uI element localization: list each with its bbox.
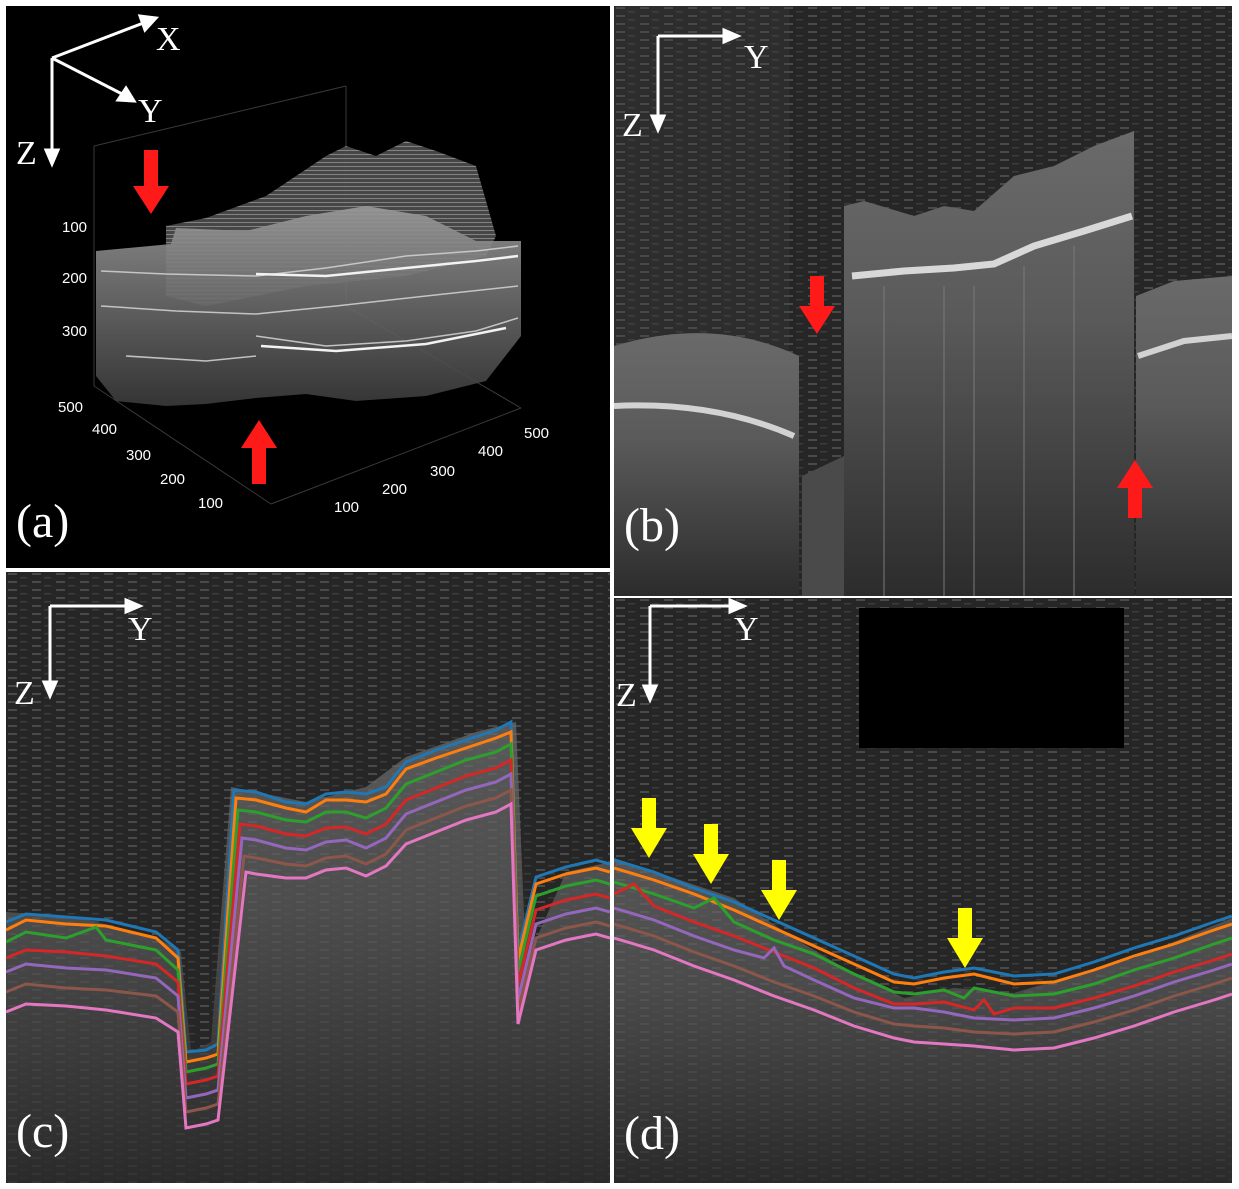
red-arrow-down-icon	[133, 150, 169, 214]
z-tick-100: 100	[62, 219, 87, 236]
axis-x-label: X	[156, 21, 181, 58]
axis-triad-b	[649, 27, 742, 134]
y-tick-400: 400	[92, 421, 117, 438]
bscan-image-b: Y Z	[614, 6, 1232, 596]
panel-c-bscan-segmented: Y Z (c)	[6, 572, 610, 1183]
axis-z-label-b: Z	[622, 107, 643, 144]
yellow-arrows	[631, 798, 983, 968]
red-arrow-up-icon	[241, 420, 277, 484]
axis-triad-d	[641, 598, 748, 704]
panel-a-label: (a)	[16, 495, 70, 548]
axis-z-label-d: Z	[616, 677, 637, 714]
x-tick-300: 300	[430, 463, 455, 480]
axis-y-label-c: Y	[128, 611, 153, 648]
panel-d-label: (d)	[624, 1107, 680, 1160]
axis-triad-c	[41, 597, 144, 700]
bscan-image-d: Y Z	[614, 598, 1232, 1183]
layer-boundaries-c	[6, 719, 610, 1130]
x-tick-200: 200	[382, 481, 407, 498]
axis-y-label-d: Y	[734, 611, 759, 648]
axis-triad	[43, 14, 160, 168]
axis-y-label: Y	[138, 93, 163, 130]
axis-y-label-b: Y	[744, 39, 769, 76]
panel-c-label: (c)	[16, 1105, 70, 1158]
axis-z-label-c: Z	[14, 675, 35, 712]
panel-b-bscan-misaligned: Y Z (b)	[614, 6, 1232, 596]
y-tick-300: 300	[126, 447, 151, 464]
yellow-arrow-down-icon	[947, 908, 983, 968]
red-arrow-down-icon	[799, 276, 835, 334]
yellow-arrow-down-icon	[693, 824, 729, 884]
panel-d-bscan-corrected: Y Z (d)	[614, 598, 1232, 1183]
red-arrow-up-icon	[1117, 460, 1153, 518]
y-tick-200: 200	[160, 471, 185, 488]
panel-b-label: (b)	[624, 499, 680, 552]
y-tick-100: 100	[198, 495, 223, 512]
x-tick-400: 400	[478, 443, 503, 460]
z-tick-300: 300	[62, 323, 87, 340]
z-tick-200: 200	[62, 270, 87, 287]
layer-boundaries-d	[614, 858, 1232, 1052]
x-tick-500: 500	[524, 425, 549, 442]
bscan-image-c: Y Z	[6, 572, 610, 1183]
z-tick-500: 500	[58, 399, 83, 416]
red-arrows	[133, 150, 277, 484]
yellow-arrow-down-icon	[631, 798, 667, 858]
x-tick-100: 100	[334, 499, 359, 516]
volume-render: X Y Z 100 200 300 500 400 300 200 100 10…	[16, 14, 549, 516]
yellow-arrow-down-icon	[761, 860, 797, 920]
axis-z-label: Z	[16, 135, 37, 172]
panel-a-3d-volume: X Y Z 100 200 300 500 400 300 200 100 10…	[6, 6, 610, 568]
red-arrows-b	[799, 276, 1153, 518]
